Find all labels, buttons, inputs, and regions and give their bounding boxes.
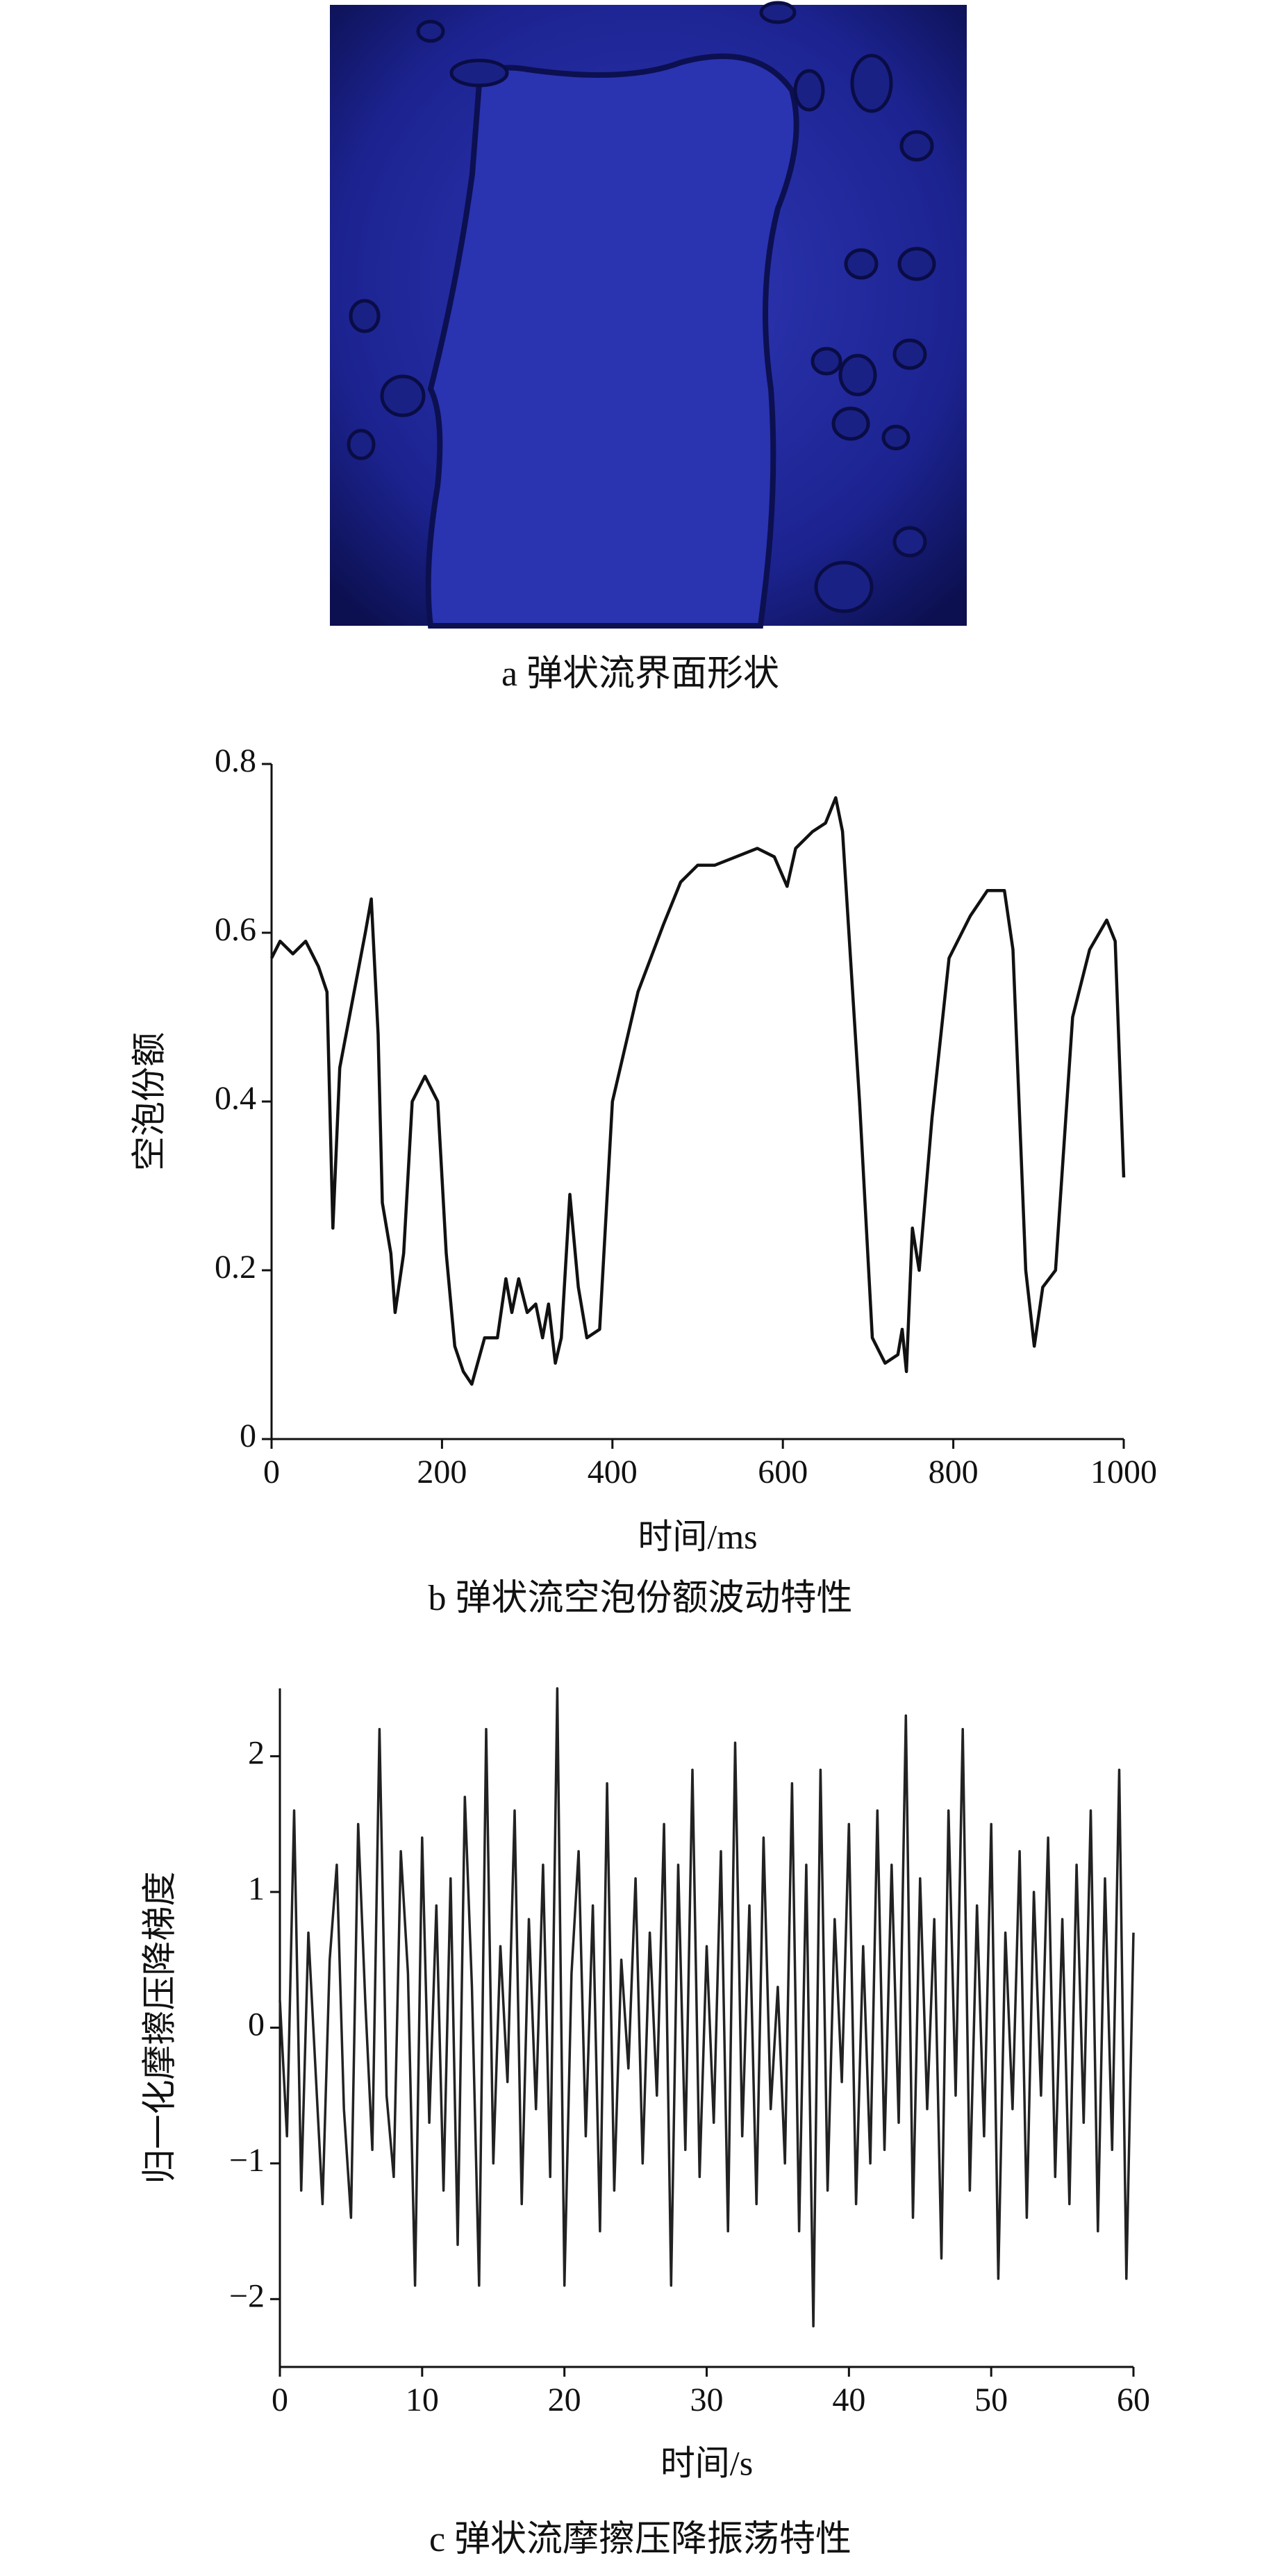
y-axis-label: 归一化摩擦压降梯度 [140, 1872, 178, 2184]
x-axis-label: 时间/ms [638, 1517, 757, 1556]
y-tick-label: 0.6 [215, 911, 256, 948]
chart-caption: b 弹状流空泡份额波动特性 [428, 1579, 852, 1618]
x-tick-label: 400 [588, 1454, 638, 1490]
photo [330, 1, 967, 629]
y-tick-label: −2 [229, 2277, 265, 2314]
x-tick-label: 30 [690, 2382, 724, 2418]
x-tick-label: 40 [832, 2382, 865, 2418]
y-tick-label: 0 [248, 2006, 265, 2043]
data-line [279, 1687, 1135, 2328]
y-tick-label: −1 [229, 2142, 265, 2179]
x-tick-label: 600 [758, 1454, 808, 1490]
x-tick-label: 1000 [1090, 1454, 1157, 1490]
x-axis-label: 时间/s [660, 2443, 753, 2482]
y-tick-label: 0.4 [215, 1080, 256, 1117]
y-axis-label: 空泡份额 [129, 1032, 168, 1171]
chart-caption: c 弹状流摩擦压降振荡特性 [429, 2520, 851, 2559]
y-tick-label: 0 [240, 1418, 256, 1454]
x-tick-label: 200 [417, 1454, 467, 1490]
x-tick-label: 0 [272, 2382, 288, 2418]
x-tick-label: 10 [406, 2382, 439, 2418]
x-tick-label: 50 [974, 2382, 1008, 2418]
data-line [269, 796, 1126, 1386]
x-tick-label: 20 [548, 2382, 581, 2418]
x-tick-label: 60 [1117, 2382, 1150, 2418]
y-tick-label: 2 [248, 1735, 265, 1772]
photo-caption: a 弹状流界面形状 [501, 654, 779, 694]
y-tick-label: 1 [248, 1870, 265, 1907]
x-tick-label: 800 [929, 1454, 979, 1490]
y-tick-label: 0.2 [215, 1249, 256, 1286]
y-tick-label: 0.8 [215, 742, 256, 779]
x-tick-label: 0 [263, 1454, 280, 1490]
